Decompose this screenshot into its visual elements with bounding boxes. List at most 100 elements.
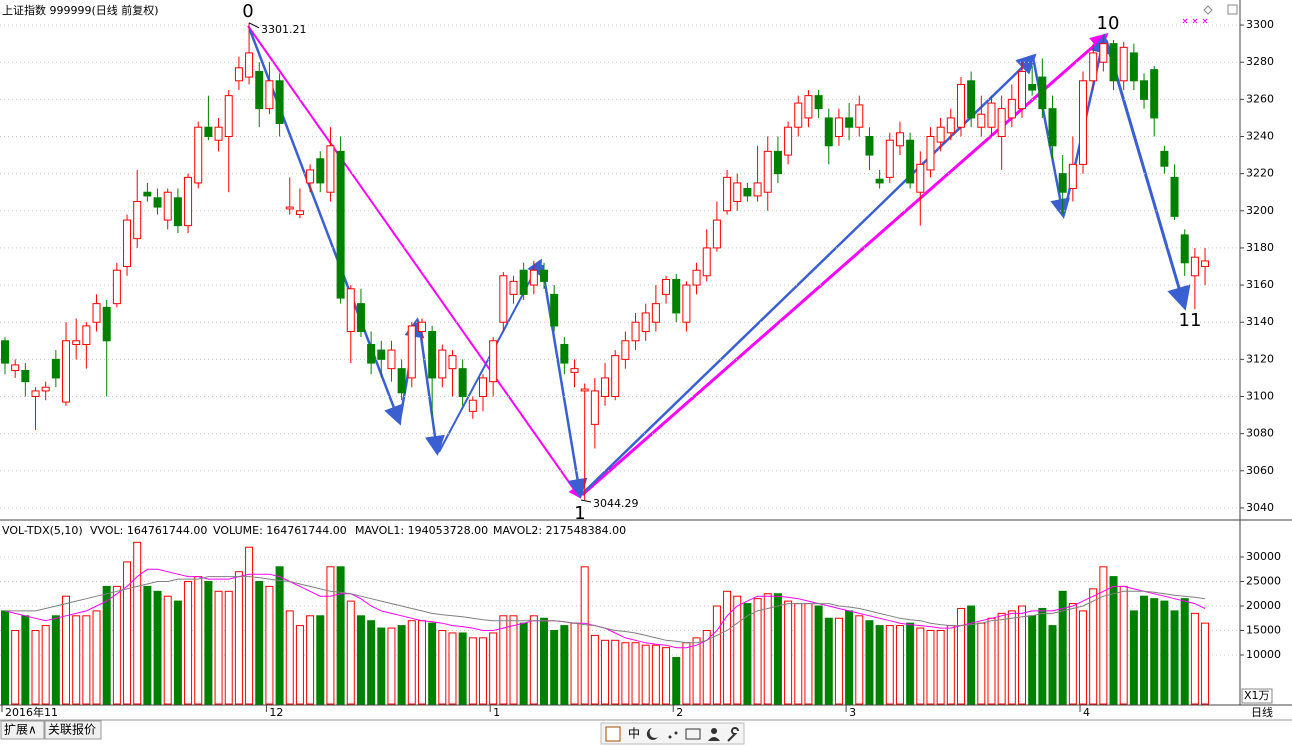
volume-bar <box>204 581 213 705</box>
volume-bar <box>692 637 701 705</box>
x-tick-label: 4 <box>1083 706 1090 719</box>
volume-bar <box>733 595 742 705</box>
wave-line-blue <box>1104 39 1191 311</box>
candle-body <box>631 321 640 342</box>
volume-bar <box>977 622 986 705</box>
volume-bar <box>540 617 549 705</box>
y-tick-label: 15000 <box>1246 624 1281 637</box>
volume-unit: X1万 <box>1244 689 1270 702</box>
volume-bar <box>804 603 813 705</box>
x-tick-label: 2016年11 <box>5 705 58 719</box>
x-marks <box>1182 18 1208 24</box>
restore-icon[interactable] <box>1227 4 1238 15</box>
candle-body <box>550 293 559 327</box>
candle-body <box>672 279 681 314</box>
candle-body <box>1028 84 1037 91</box>
candle-body <box>723 176 732 212</box>
volume-bar <box>845 610 854 705</box>
volume-bar <box>397 625 406 705</box>
wave-label: 1 <box>574 503 585 524</box>
volume-bar <box>723 590 732 705</box>
candle-body <box>214 126 223 141</box>
candle-body <box>519 269 528 295</box>
legend-entry: VOLUME: 164761744.00 <box>213 524 347 537</box>
candle-body <box>967 80 976 119</box>
candle-body <box>885 139 894 178</box>
extreme-label: 3044.29 <box>593 497 639 510</box>
candle-body <box>753 182 762 197</box>
volume-bar <box>651 644 660 705</box>
candle-body <box>560 344 569 364</box>
volume-bar <box>509 615 518 705</box>
candle-body <box>1018 71 1026 110</box>
volume-bar <box>336 566 345 705</box>
candle-body <box>692 269 701 286</box>
volume-bar <box>163 595 172 705</box>
candle-body <box>184 176 193 227</box>
volume-bar <box>1190 612 1199 705</box>
tab[interactable] <box>44 720 102 740</box>
toolbar-icon[interactable] <box>685 728 701 740</box>
y-tick-label: 25000 <box>1246 575 1281 588</box>
toolbar-icon[interactable] <box>668 735 672 739</box>
volume-bar <box>967 605 976 705</box>
toolbar-icon[interactable] <box>646 728 658 740</box>
tab-label[interactable]: 扩展∧ <box>4 723 37 737</box>
candle-body <box>316 158 325 184</box>
candle-body <box>285 206 294 210</box>
candle-body <box>1109 43 1118 82</box>
x-tick-label: 12 <box>269 706 283 719</box>
candle-body <box>855 104 864 128</box>
wave-label: 11 <box>1179 310 1202 331</box>
toolbar-icon[interactable] <box>605 726 621 742</box>
candle-body <box>1099 43 1108 63</box>
candle-body <box>733 182 742 203</box>
extreme-leader <box>580 499 592 503</box>
tab-label[interactable]: 关联报价 <box>48 722 96 737</box>
diamond-icon[interactable] <box>1203 5 1213 15</box>
toolbar-label[interactable]: 中 <box>628 726 640 741</box>
volume-bar <box>834 617 843 705</box>
y-tick-label: 3080 <box>1246 427 1274 440</box>
candle-body <box>580 388 589 392</box>
volume-bar <box>550 630 559 705</box>
volume-bar <box>1028 615 1037 705</box>
volume-bar <box>855 615 864 705</box>
candle-body <box>123 219 132 267</box>
volume-bar <box>72 615 81 705</box>
candle-body <box>468 399 477 412</box>
candle-body <box>499 275 508 323</box>
volume-bar <box>1068 603 1077 705</box>
wave-line-blue <box>1031 56 1071 219</box>
toolbar-icon[interactable] <box>674 731 678 735</box>
candle-body <box>41 386 50 392</box>
window-icons[interactable] <box>1203 4 1238 15</box>
candle-body <box>865 136 874 156</box>
toolbar-icon[interactable] <box>727 727 739 742</box>
candle-body <box>662 279 671 295</box>
y-tick-label: 30000 <box>1246 550 1281 563</box>
x-tick-label: 2 <box>676 706 683 719</box>
volume-bar <box>41 625 50 705</box>
toolbar-icon[interactable] <box>708 728 720 741</box>
volume-bar <box>173 600 182 705</box>
volume-bar <box>1 610 9 705</box>
unit-box <box>1241 688 1273 704</box>
tab[interactable] <box>0 720 45 740</box>
wave-label: 0 <box>242 1 253 22</box>
candle-body <box>234 67 243 82</box>
volume-bar <box>82 615 91 705</box>
candle-body <box>773 150 782 175</box>
volume-bar <box>458 632 467 705</box>
volume-bar <box>11 630 20 705</box>
volume-bar <box>1007 610 1016 705</box>
y-tick-label: 3060 <box>1246 464 1274 477</box>
candle-body <box>1038 76 1047 110</box>
volume-bar <box>682 642 691 705</box>
candle-body <box>763 150 772 193</box>
y-tick-label: 20000 <box>1246 599 1281 612</box>
wave-label: 10 <box>1097 13 1120 34</box>
candle-body <box>438 349 447 379</box>
candle-body <box>356 303 365 332</box>
